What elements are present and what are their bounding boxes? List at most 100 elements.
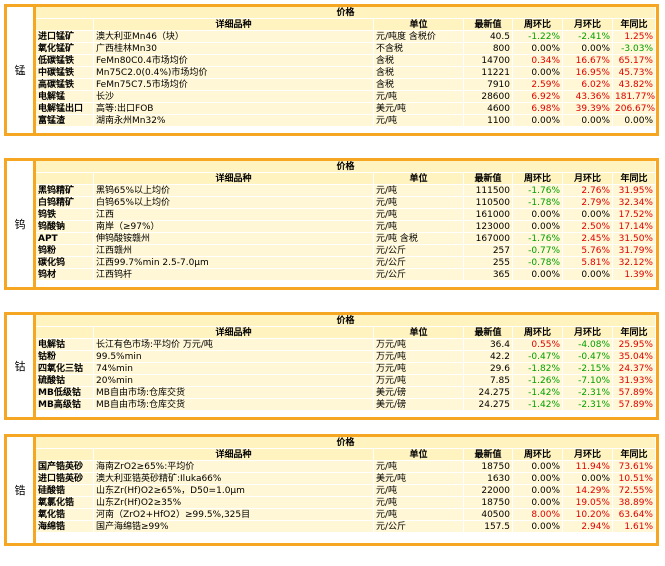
- column-header: 月环比: [563, 173, 613, 185]
- latest-value: 40500: [464, 509, 513, 521]
- week-change: -1.76%: [513, 233, 563, 245]
- table-row: 电解锰 长沙 元/吨 28600 6.92% 43.36% 181.77%: [36, 91, 656, 103]
- month-change: 2.79%: [563, 197, 613, 209]
- table-row: 氧氯化锆 山东Zr(Hf)O2≥35% 元/吨 18750 0.00% 19.05% 38.…: [36, 497, 656, 509]
- product-name: 硫酸钴: [36, 375, 94, 387]
- table-row: 硅酸锆 山东Zr(Hf)O2≥65%，D50=1.0μm 元/吨 22000 0.00%…: [36, 485, 656, 497]
- month-change: -2.41%: [563, 31, 613, 43]
- week-change: 0.00%: [513, 473, 563, 485]
- column-header: 详细品种: [94, 19, 374, 31]
- latest-value: 42.2: [464, 351, 513, 363]
- month-change: 0.00%: [563, 269, 613, 281]
- table-row: 低碳锰铁 FeMn80C0.4市场均价 含税 14700 0.34% 16.67% 65.1…: [36, 55, 656, 67]
- latest-value: 11221: [464, 67, 513, 79]
- year-change: 32.34%: [613, 197, 656, 209]
- column-header: 年同比: [613, 173, 656, 185]
- latest-value: 123000: [464, 221, 513, 233]
- column-header: 详细品种: [94, 173, 374, 185]
- month-change: 0.00%: [563, 473, 613, 485]
- unit: 万元/吨: [374, 339, 464, 351]
- week-change: 0.00%: [513, 221, 563, 233]
- week-change: 0.00%: [513, 497, 563, 509]
- unit: 元/吨: [374, 509, 464, 521]
- specification: 河南（ZrO2+HfO2）≥99.5%,325目: [94, 509, 374, 521]
- column-header: 最新值: [464, 327, 513, 339]
- year-change: 38.89%: [613, 497, 656, 509]
- week-change: 0.34%: [513, 55, 563, 67]
- column-header: 年同比: [613, 327, 656, 339]
- table-row: 钨材 江西钨杆 元/公斤 365 0.00% 0.00% 1.39%: [36, 269, 656, 281]
- latest-value: 36.4: [464, 339, 513, 351]
- year-change: 31.93%: [613, 375, 656, 387]
- month-change: -7.10%: [563, 375, 613, 387]
- week-change: 6.98%: [513, 103, 563, 115]
- latest-value: 7.85: [464, 375, 513, 387]
- week-change: -0.78%: [513, 257, 563, 269]
- year-change: 17.14%: [613, 221, 656, 233]
- column-header: [36, 449, 94, 461]
- column-header: 周环比: [513, 19, 563, 31]
- specification: 山东Zr(Hf)O2≥65%，D50=1.0μm: [94, 485, 374, 497]
- table-header-row: 详细品种 单位 最新值 周环比 月环比 年同比: [36, 19, 656, 31]
- month-change: 39.39%: [563, 103, 613, 115]
- specification: 江西钨杆: [94, 269, 374, 281]
- table-header-row: 详细品种 单位 最新值 周环比 月环比 年同比: [36, 327, 656, 339]
- table-row: 钨酸钠 南岸（≥97%） 元/吨 123000 0.00% 2.50% 17.14%: [36, 221, 656, 233]
- product-name: 氧化锆: [36, 509, 94, 521]
- column-header: 周环比: [513, 449, 563, 461]
- unit: 元/吨: [374, 485, 464, 497]
- latest-value: 28600: [464, 91, 513, 103]
- table-title-row: 价格: [36, 161, 656, 173]
- column-header: 最新值: [464, 19, 513, 31]
- specification: 白钨65%以上均价: [94, 197, 374, 209]
- week-change: 0.00%: [513, 269, 563, 281]
- month-change: 5.81%: [563, 257, 613, 269]
- column-header: [36, 327, 94, 339]
- latest-value: 161000: [464, 209, 513, 221]
- table-title-row: 价格: [36, 315, 656, 327]
- unit: 含税: [374, 55, 464, 67]
- year-change: 35.04%: [613, 351, 656, 363]
- table-row: 进口锰矿 澳大利亚Mn46（块） 元/吨度 含税价 40.5 -1.22% -2.41% 1…: [36, 31, 656, 43]
- latest-value: 22000: [464, 485, 513, 497]
- product-name: 进口锰矿: [36, 31, 94, 43]
- table-title: 价格: [36, 437, 656, 449]
- week-change: -1.26%: [513, 375, 563, 387]
- product-name: 低碳锰铁: [36, 55, 94, 67]
- product-name: 富锰渣: [36, 115, 94, 127]
- unit: 含税: [374, 67, 464, 79]
- latest-value: 167000: [464, 233, 513, 245]
- unit: 元/吨: [374, 461, 464, 473]
- product-name: 白钨精矿: [36, 197, 94, 209]
- specification: 高等:出口FOB: [94, 103, 374, 115]
- year-change: -3.03%: [613, 43, 656, 55]
- table-title: 价格: [36, 7, 656, 19]
- latest-value: 18750: [464, 497, 513, 509]
- latest-value: 18750: [464, 461, 513, 473]
- unit: 元/吨: [374, 221, 464, 233]
- specification: 江西: [94, 209, 374, 221]
- year-change: 0.00%: [613, 115, 656, 127]
- column-header: 单位: [374, 19, 464, 31]
- year-change: 43.82%: [613, 79, 656, 91]
- column-header: 周环比: [513, 173, 563, 185]
- unit: 美元/吨: [374, 473, 464, 485]
- table-row: 国产锆英砂 海南ZrO2≥65%:平均价 元/吨 18750 0.00% 11.94% 73…: [36, 461, 656, 473]
- unit: 元/吨: [374, 91, 464, 103]
- product-name: 氧氯化锆: [36, 497, 94, 509]
- specification: 江西赣州: [94, 245, 374, 257]
- column-header: 周环比: [513, 327, 563, 339]
- specification: 长沙: [94, 91, 374, 103]
- latest-value: 24.275: [464, 399, 513, 411]
- table-title-row: 价格: [36, 437, 656, 449]
- month-change: 6.02%: [563, 79, 613, 91]
- unit: 元/吨: [374, 497, 464, 509]
- latest-value: 257: [464, 245, 513, 257]
- year-change: 31.50%: [613, 233, 656, 245]
- specification: FeMn80C0.4市场均价: [94, 55, 374, 67]
- price-panel-4: 锆价格 详细品种 单位 最新值 周环比 月环比 年同比 国产锆英砂 海南ZrO2≥65%:平均价…: [4, 434, 659, 546]
- price-table: 价格 详细品种 单位 最新值 周环比 月环比 年同比 进口锰矿 澳大利亚Mn46（块） 元/吨度 …: [36, 7, 656, 133]
- table-row: 四氧化三钴 74%min 万元/吨 29.6 -1.82% -2.15% 24.37%: [36, 363, 656, 375]
- price-table: 价格 详细品种 单位 最新值 周环比 月环比 年同比 国产锆英砂 海南ZrO2≥65%:平均价元…: [36, 437, 656, 543]
- year-change: 17.52%: [613, 209, 656, 221]
